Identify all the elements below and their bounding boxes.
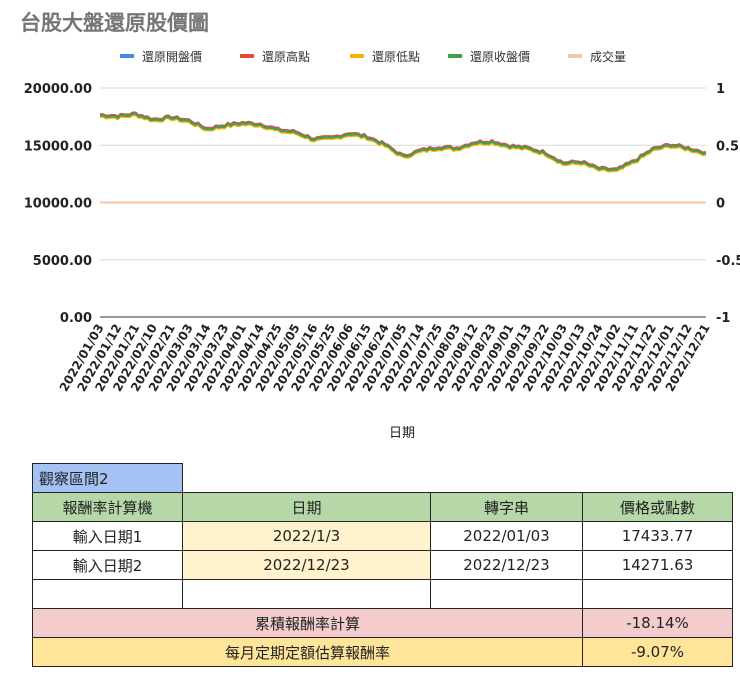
y-axis-right: 1 0.5 0 -0.5 -1 <box>716 82 740 326</box>
y-right-tick: -1 <box>716 311 730 326</box>
sheet-header-cell[interactable]: 觀察區間2 <box>32 463 183 493</box>
cumulative-return-label[interactable]: 累積報酬率計算 <box>32 608 583 638</box>
sheet-header-row: 報酬率計算機 日期 轉字串 價格或點數 <box>32 492 733 522</box>
date-input-cell[interactable]: 2022/12/23 <box>182 550 431 580</box>
empty-cell[interactable] <box>582 579 733 609</box>
legend-swatch-4 <box>568 54 582 58</box>
col-header-calculator[interactable]: 報酬率計算機 <box>32 492 183 522</box>
chart-title: 台股大盤還原股價圖 <box>20 11 209 35</box>
price-cell[interactable]: 14271.63 <box>582 550 733 580</box>
string-cell[interactable]: 2022/01/03 <box>430 521 583 551</box>
legend-label-2: 還原低點 <box>372 50 420 64</box>
empty-cell[interactable] <box>182 579 431 609</box>
y-left-tick: 10000.00 <box>24 197 92 212</box>
row-label[interactable]: 輸入日期1 <box>32 521 183 551</box>
empty-cell[interactable] <box>431 464 583 493</box>
legend-label-0: 還原開盤價 <box>142 50 202 64</box>
price-cell[interactable]: 17433.77 <box>582 521 733 551</box>
empty-cell[interactable] <box>430 579 583 609</box>
legend-label-4: 成交量 <box>590 49 626 64</box>
cumulative-return-value[interactable]: -18.14% <box>582 608 733 638</box>
col-header-string[interactable]: 轉字串 <box>430 492 583 522</box>
y-left-tick: 15000.00 <box>24 139 92 154</box>
monthly-return-value[interactable]: -9.07% <box>582 637 733 667</box>
sheet-row-0: 觀察區間2 <box>32 463 733 493</box>
stock-chart: 台股大盤還原股價圖 還原開盤價 還原高點 還原低點 還原收盤價 成交量 20000.00… <box>20 11 740 441</box>
monthly-return-label[interactable]: 每月定期定額估算報酬率 <box>32 637 583 667</box>
col-header-date[interactable]: 日期 <box>182 492 431 522</box>
series-close <box>100 112 707 172</box>
legend-swatch-3 <box>448 54 462 58</box>
string-cell[interactable]: 2022/12/23 <box>430 550 583 580</box>
sheet-row-monthly: 每月定期定額估算報酬率 -9.07% <box>32 637 733 667</box>
y-axis-left: 20000.00 15000.00 10000.00 5000.00 0.00 <box>24 82 92 326</box>
y-left-tick: 20000.00 <box>24 82 92 97</box>
y-right-tick: 0.5 <box>716 139 739 154</box>
series-low <box>100 114 707 173</box>
legend-label-3: 還原收盤價 <box>470 50 530 64</box>
x-axis-label: 日期 <box>389 426 415 441</box>
series-group <box>99 111 707 204</box>
empty-cell[interactable] <box>183 464 431 493</box>
empty-cell[interactable] <box>583 464 733 493</box>
sheet-row-cumulative: 累積報酬率計算 -18.14% <box>32 608 733 638</box>
row-label[interactable]: 輸入日期2 <box>32 550 183 580</box>
x-axis: 2022/01/032022/01/122022/01/212022/02/10… <box>57 322 713 394</box>
legend-swatch-2 <box>350 54 364 58</box>
y-right-tick: -0.5 <box>716 254 740 269</box>
date-input-cell[interactable]: 2022/1/3 <box>182 521 431 551</box>
y-left-tick: 5000.00 <box>33 254 92 269</box>
legend-label-1: 還原高點 <box>262 49 310 64</box>
col-header-price[interactable]: 價格或點數 <box>582 492 733 522</box>
legend: 還原開盤價 還原高點 還原低點 還原收盤價 成交量 <box>120 49 626 64</box>
legend-swatch-1 <box>240 54 254 58</box>
empty-cell[interactable] <box>32 579 183 609</box>
y-left-tick: 0.00 <box>60 311 92 326</box>
sheet-row-date1: 輸入日期1 2022/1/3 2022/01/03 17433.77 <box>32 521 733 551</box>
sheet-row-empty <box>32 579 733 609</box>
y-right-tick: 1 <box>716 82 725 97</box>
sheet-row-date2: 輸入日期2 2022/12/23 2022/12/23 14271.63 <box>32 550 733 580</box>
legend-swatch-0 <box>120 54 134 58</box>
calculator-sheet: 觀察區間2 報酬率計算機 日期 轉字串 價格或點數 輸入日期1 2022/1/3… <box>32 463 733 667</box>
y-right-tick: 0 <box>716 197 725 212</box>
